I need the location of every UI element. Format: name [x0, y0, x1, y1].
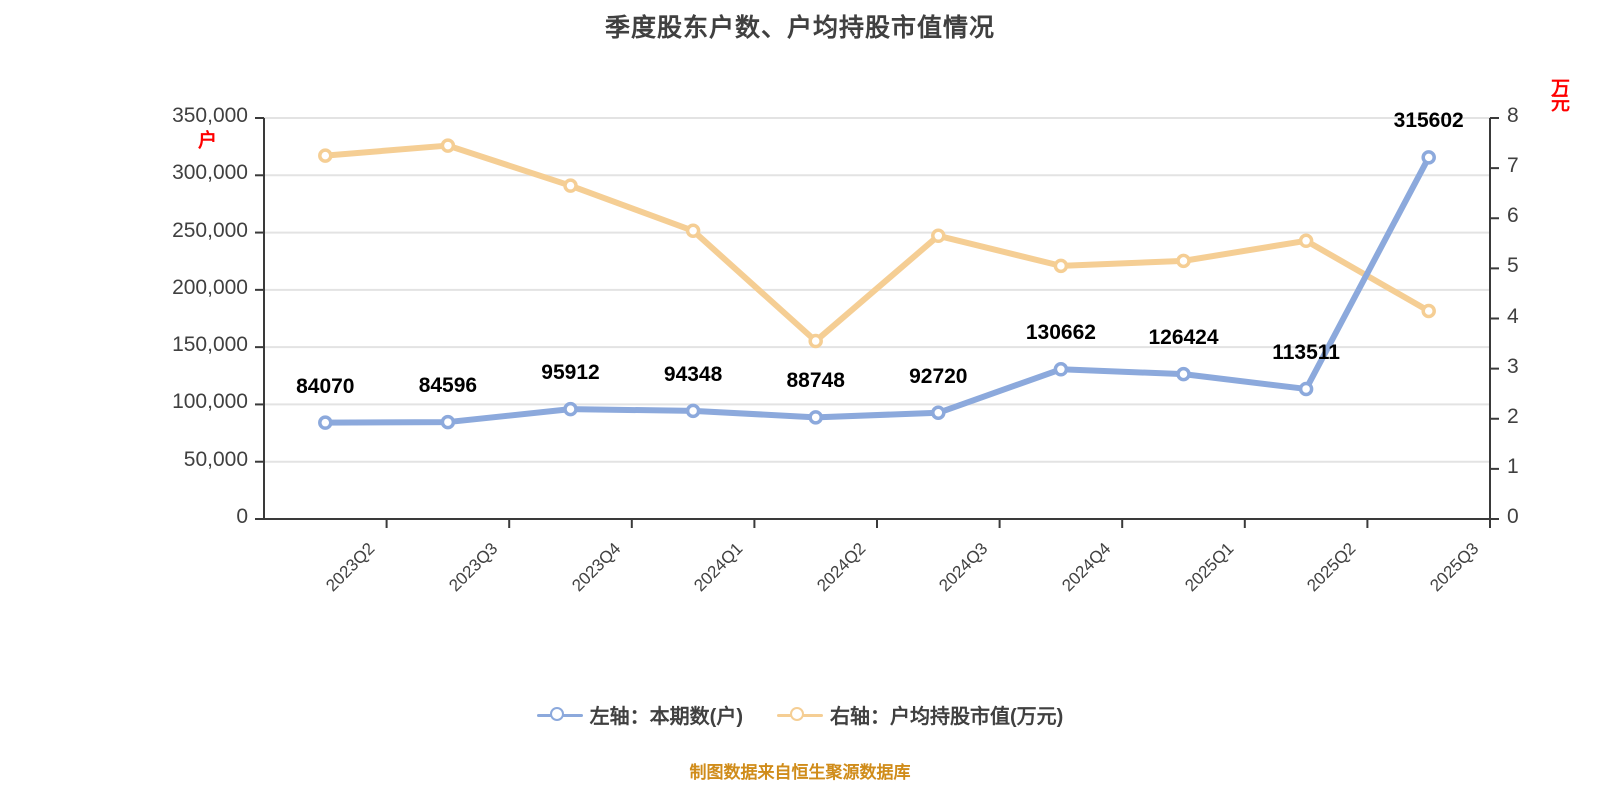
right-axis-tick-label: 5: [1507, 254, 1519, 278]
data-label: 95912: [541, 361, 600, 385]
left-axis-tick-label: 50,000: [183, 447, 248, 471]
left-axis-tick-label: 200,000: [172, 275, 248, 299]
right-axis-tick-label: 2: [1507, 404, 1519, 428]
right-axis-tick-label: 6: [1507, 204, 1519, 228]
data-label: 92720: [909, 364, 968, 388]
left-axis-unit: 户: [195, 130, 216, 145]
legend-item-1[interactable]: 右轴：户均持股市值(万元): [777, 700, 1063, 729]
data-label: 315602: [1393, 109, 1464, 133]
legend-label: 右轴：户均持股市值(万元): [830, 706, 1064, 728]
left-axis-tick-label: 300,000: [172, 161, 248, 185]
legend-marker-icon: [536, 705, 583, 725]
left-axis-tick-label: 350,000: [172, 104, 248, 127]
axis-lines: [263, 118, 1491, 520]
series-line-right-axis: [318, 138, 1436, 349]
right-axis-tick-label: 7: [1507, 154, 1519, 178]
left-axis-tick-label: 150,000: [172, 333, 248, 357]
legend-marker-icon: [777, 705, 823, 725]
right-axis-tick-label: 3: [1507, 354, 1519, 378]
chart-title: 季度股东户数、户均持股市值情况: [604, 14, 995, 42]
data-label: 88748: [786, 369, 845, 393]
data-label: 130662: [1025, 321, 1096, 345]
data-label: 113511: [1272, 340, 1340, 364]
footer-source-note: 制图数据来自恒生聚源数据库: [689, 763, 911, 782]
right-axis-tick-label: 1: [1507, 454, 1519, 478]
x-axis-ticks: [385, 519, 1491, 528]
data-label: 84596: [418, 374, 478, 398]
right-axis-unit: 万元: [1548, 78, 1569, 108]
chart-legend: 左轴：本期数(户) 右轴：户均持股市值(万元): [0, 700, 1600, 729]
right-axis-ticks: [1490, 117, 1499, 520]
left-axis-tick-label: 100,000: [172, 390, 248, 414]
series-line-left-axis: [318, 150, 1436, 430]
left-axis-ticks: [255, 117, 264, 520]
right-axis-tick-label: 4: [1507, 304, 1519, 328]
legend-label: 左轴：本期数(户): [589, 706, 743, 728]
data-label: 94348: [663, 362, 723, 386]
right-axis-tick-label: 8: [1507, 104, 1519, 127]
data-label: 126424: [1148, 326, 1219, 350]
left-axis-tick-label: 0: [236, 505, 248, 528]
right-axis-tick-label: 0: [1507, 505, 1519, 528]
data-label: 84070: [296, 374, 355, 398]
gridlines: [264, 117, 1490, 520]
legend-item-0[interactable]: 左轴：本期数(户): [536, 700, 743, 729]
left-axis-tick-label: 250,000: [172, 218, 248, 242]
